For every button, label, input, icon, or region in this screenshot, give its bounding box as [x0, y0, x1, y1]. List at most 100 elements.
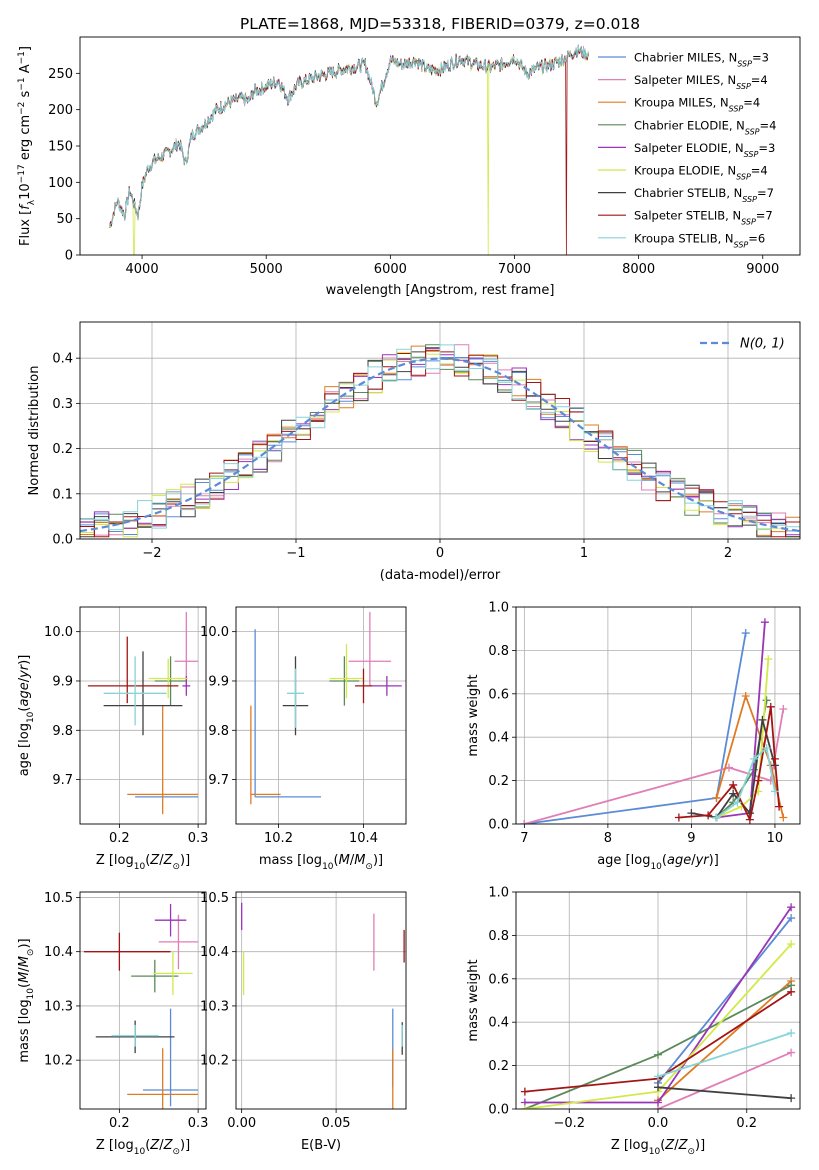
weight-marker — [520, 1087, 529, 1096]
spectrum-line-salpeter-elodie — [109, 45, 590, 226]
weight-marker — [775, 802, 784, 811]
y-tick-label: 10.2 — [44, 1054, 73, 1069]
weight-marker — [654, 1098, 662, 1107]
y-tick-label: 1.0 — [488, 886, 509, 901]
spectrum-legend: Chabrier MILES, NSSP=3 Salpeter MILES, NS… — [598, 51, 776, 249]
y-tick-label: 0.2 — [52, 442, 73, 457]
errorbar-kroupa-miles — [250, 705, 281, 805]
legend-label: Chabrier STELIB, NSSP=7 — [634, 186, 774, 204]
y-tick-label: 10.4 — [44, 945, 73, 960]
errorbar-salpeter-miles — [174, 611, 199, 686]
weight-marker — [704, 811, 713, 820]
legend-label: Chabrier MILES, NSSP=3 — [634, 51, 769, 69]
series-kroupa-elodie — [520, 940, 796, 1109]
y-tick-label: 0.6 — [488, 972, 509, 987]
errorbar-chabrier-miles — [143, 1008, 199, 1107]
x-tick-label: −0.2 — [553, 1116, 585, 1131]
legend-label: Chabrier ELODIE, NSSP=4 — [634, 118, 776, 136]
x-tick-label: 0.2 — [736, 1116, 757, 1131]
errorbar-kroupa-stelib — [111, 1024, 159, 1047]
panel-mass-vs-Z: 0.2 0.3 10.2 10.3 10.4 10.5 Z [log10(Z/Z⊙)] mas… — [17, 891, 208, 1157]
x-tick-label: 10 — [767, 831, 784, 846]
axes-frame — [515, 891, 801, 1110]
errorbar-kroupa-elodie — [153, 951, 193, 996]
axes-frame — [235, 891, 407, 1110]
panel-age-vs-mass: 10.2 10.4 9.7 9.8 9.9 10.0 mass [log10(M/M⊙)] — [200, 606, 407, 872]
weight-marker — [779, 813, 788, 822]
weight-line — [678, 706, 780, 823]
errorbar-chabrier-elodie — [131, 959, 179, 993]
errorbar-chabrier-miles — [254, 629, 321, 798]
y-tick-label: 10.0 — [200, 625, 229, 640]
weight-line — [657, 1051, 792, 1109]
y-axis-label: mass weight — [466, 959, 481, 1041]
series-kroupa-elodie — [712, 655, 773, 822]
y-tick-label: 0.0 — [488, 1103, 509, 1118]
x-tick-label: 0.00 — [227, 1116, 256, 1131]
y-tick-label: 200 — [48, 103, 73, 118]
panels: 4000 5000 6000 7000 8000 9000050100150200250C… — [17, 36, 801, 1157]
x-axis-label: Z [log10(Z/Z⊙)] — [611, 1138, 705, 1157]
weight-marker — [712, 793, 721, 802]
x-tick-label: 7000 — [498, 262, 531, 277]
plot-area — [236, 892, 406, 1109]
y-tick-label: 0.8 — [488, 929, 509, 944]
x-tick-label: 8000 — [622, 262, 655, 277]
y-axis-label: mass weight — [466, 674, 481, 756]
weight-marker — [741, 691, 750, 700]
y-tick-label: 50 — [56, 212, 73, 227]
y-tick-label: 10.2 — [200, 1054, 229, 1069]
axes-frame — [79, 321, 801, 540]
weight-marker — [770, 754, 779, 763]
weight-marker — [766, 702, 775, 711]
x-tick-label: −1 — [286, 546, 305, 561]
weight-marker — [745, 815, 754, 824]
series-salpeter-miles — [654, 1048, 796, 1109]
x-tick-label: 0.05 — [322, 1116, 351, 1131]
y-tick-label: 10.0 — [44, 625, 73, 640]
weight-marker — [787, 914, 796, 923]
weight-marker — [758, 715, 767, 724]
x-tick-label: −2 — [142, 546, 161, 561]
errorbar-salpeter-stelib — [355, 668, 372, 704]
x-tick-label: 10.2 — [264, 831, 293, 846]
spectrum-line-kroupa-stelib — [109, 44, 590, 227]
weight-line — [657, 917, 792, 1084]
errorbar-chabrier-elodie — [329, 656, 360, 706]
weight-line — [657, 980, 792, 1101]
errorbar-kroupa-stelib — [287, 668, 304, 728]
y-tick-label: 0.4 — [52, 352, 73, 367]
weight-marker — [750, 754, 759, 763]
plot-area — [516, 892, 800, 1109]
series-salpeter-stelib — [674, 702, 784, 824]
weight-marker — [787, 1048, 796, 1057]
weight-marker — [760, 618, 769, 627]
y-tick-label: 0.0 — [52, 533, 73, 548]
x-tick-label: 2 — [724, 546, 732, 561]
spectrum-line-kroupa-miles — [109, 46, 590, 228]
x-tick-label: 0.2 — [109, 1116, 130, 1131]
y-tick-label: 10.3 — [200, 999, 229, 1014]
weight-marker — [654, 1072, 662, 1081]
axes-frame — [79, 36, 801, 256]
x-tick-label: 5000 — [250, 262, 283, 277]
errorbar-kroupa-miles — [127, 705, 199, 815]
y-tick-label: 9.7 — [52, 773, 73, 788]
x-tick-label: 8 — [604, 831, 612, 846]
panel-mass-weight-vs-Z: −0.2 0.0 0.2 0.0 0.2 0.4 0.6 0.8 1.0 Z [log10(Z/Z… — [466, 886, 801, 1157]
spectrum-line-chabrier-elodie — [109, 44, 589, 227]
weight-line — [657, 1086, 792, 1100]
legend-label: Salpeter STELIB, NSSP=7 — [634, 209, 773, 227]
plot-area — [516, 607, 800, 824]
weight-marker — [787, 987, 796, 996]
series-salpeter-miles — [520, 704, 788, 824]
weight-marker — [779, 704, 788, 713]
x-axis-label: mass [log10(M/M⊙)] — [259, 853, 383, 872]
panel-mass-vs-ebv: 0.00 0.05 10.2 10.3 10.4 10.5 E(B-V) — [200, 891, 407, 1153]
weight-marker — [520, 820, 529, 824]
x-tick-label: 9000 — [746, 262, 779, 277]
errorbar-kroupa-elodie — [329, 643, 364, 699]
errorbar-salpeter-stelib — [83, 932, 171, 971]
y-tick-label: 0.0 — [488, 818, 509, 833]
y-tick-label: 0.6 — [488, 687, 509, 702]
